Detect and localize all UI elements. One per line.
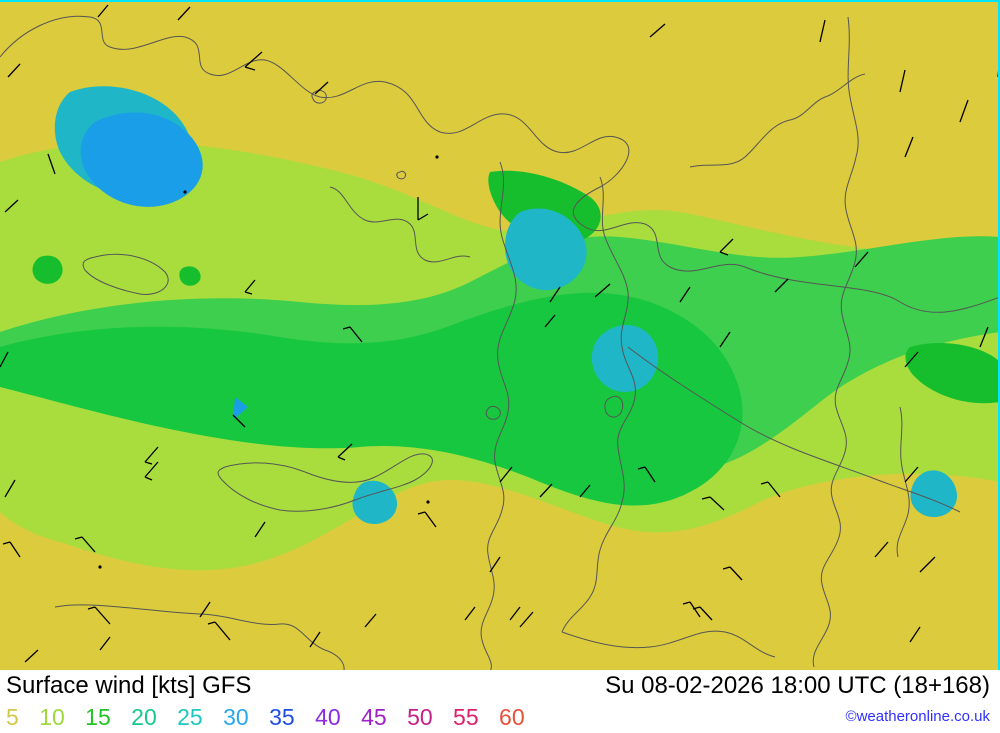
map-footer: Surface wind [kts] GFS 5 10 15 20 25 30 … — [0, 670, 1000, 733]
legend-value-40: 40 — [315, 704, 341, 731]
map-credit: ©weatheronline.co.uk — [846, 708, 990, 725]
map-date: Su 08-02-2026 18:00 UTC (18+168) — [605, 672, 990, 700]
legend-value-30: 30 — [223, 704, 249, 731]
legend-value-55: 55 — [453, 704, 479, 731]
wind-map — [0, 0, 1000, 670]
wind-field-svg — [0, 2, 1000, 670]
legend-value-60: 60 — [499, 704, 525, 731]
legend-value-5: 5 — [6, 704, 19, 731]
legend-value-20: 20 — [131, 704, 157, 731]
legend-value-45: 45 — [361, 704, 387, 731]
legend-value-10: 10 — [39, 704, 65, 731]
legend-value-35: 35 — [269, 704, 295, 731]
map-title: Surface wind [kts] GFS — [6, 672, 251, 700]
legend-value-50: 50 — [407, 704, 433, 731]
wind-speed-contour-field — [0, 2, 1000, 670]
legend-value-25: 25 — [177, 704, 203, 731]
wind-speed-legend: 5 10 15 20 25 30 35 40 45 50 55 60 — [6, 704, 539, 731]
legend-value-15: 15 — [85, 704, 111, 731]
